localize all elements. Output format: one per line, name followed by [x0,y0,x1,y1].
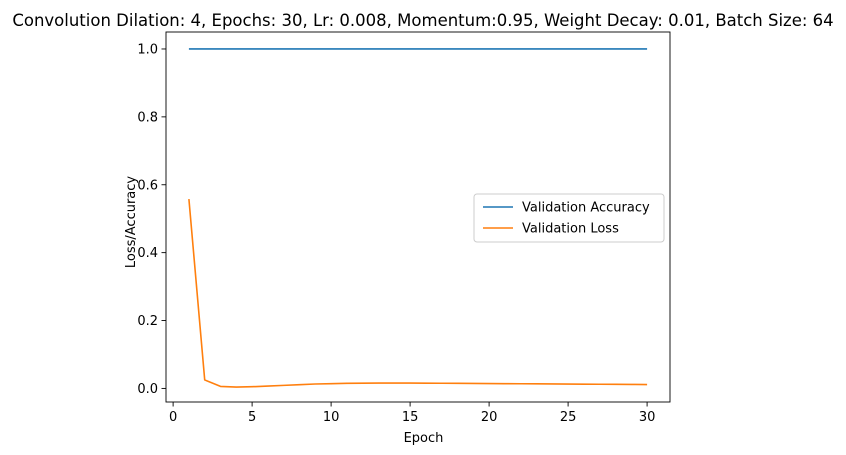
y-tick-label: 0.8 [137,110,158,125]
y-axis-label: Loss/Accuracy [124,176,139,269]
y-tick-label: 0.0 [137,382,158,397]
y-tick-label: 0.2 [137,314,158,329]
y-tick-label: 0.6 [137,178,158,193]
x-axis: 0 5 10 15 20 25 30 [169,402,655,425]
chart-title: Convolution Dilation: 4, Epochs: 30, Lr:… [12,11,833,30]
y-axis: 0.0 0.2 0.4 0.6 0.8 1.0 [137,42,166,397]
x-axis-label: Epoch [404,431,444,446]
x-tick-label: 25 [560,410,577,425]
legend-label: Validation Accuracy [522,201,650,216]
series-line-validation-loss [188,198,648,388]
legend: Validation Accuracy Validation Loss [473,193,665,243]
plot-area [165,31,671,403]
x-tick-label: 15 [402,410,419,425]
x-tick-label: 0 [169,410,177,425]
plot-frame [165,31,671,403]
x-tick-label: 5 [248,410,256,425]
y-tick-label: 0.4 [137,246,158,261]
x-tick-label: 30 [639,410,656,425]
y-tick-label: 1.0 [137,42,158,57]
x-tick-label: 10 [323,410,340,425]
legend-box [473,193,665,243]
x-tick-label: 20 [481,410,498,425]
series-layer [188,48,648,388]
legend-label: Validation Loss [522,222,619,237]
